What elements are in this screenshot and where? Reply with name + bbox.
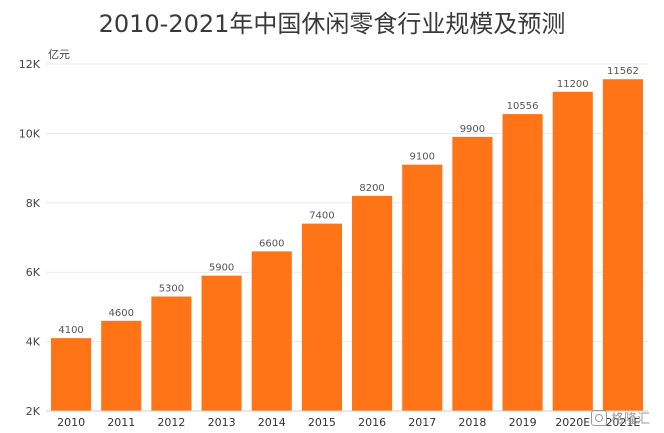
x-tick-label: 2021E — [605, 416, 640, 429]
data-label: 11562 — [607, 66, 639, 77]
bar-2014 — [251, 251, 292, 411]
x-tick-label: 2016 — [358, 416, 386, 429]
x-tick-label: 2020E — [555, 416, 590, 429]
bar-2020E — [552, 91, 593, 411]
data-label: 9900 — [460, 124, 485, 135]
bar-2010 — [51, 338, 92, 411]
bar-2011 — [101, 320, 142, 411]
logo-icon — [590, 409, 607, 426]
axes: 亿元 2K 4K 6K 8K 10K 12K 2010 2011 2012 2013 2014 2015… — [19, 48, 648, 429]
x-tick-label: 2010 — [57, 416, 85, 429]
bar-2018 — [452, 136, 493, 411]
x-tick-label: 2017 — [408, 416, 436, 429]
data-label: 10556 — [507, 101, 539, 112]
y-axis-unit: 亿元 — [48, 48, 70, 61]
gridlines — [46, 63, 648, 343]
x-tick-label: 2013 — [208, 416, 236, 429]
bar-2017 — [402, 164, 443, 411]
x-tick-label: 2011 — [107, 416, 135, 429]
x-tick-label: 2014 — [258, 416, 286, 429]
bar-2013 — [201, 275, 242, 411]
y-tick-label: 4K — [26, 336, 41, 349]
bar-2015 — [301, 223, 342, 411]
x-tick-label: 2018 — [458, 416, 486, 429]
y-tick-label: 2K — [26, 405, 41, 418]
y-tick-label: 12K — [19, 58, 41, 71]
data-label: 4100 — [58, 325, 83, 336]
y-tick-label: 8K — [26, 197, 41, 210]
data-label: 7400 — [309, 211, 334, 222]
bar-2012 — [151, 296, 192, 411]
data-label: 4600 — [109, 308, 134, 319]
data-label: 5900 — [209, 263, 234, 274]
y-tick-label: 10K — [19, 127, 41, 140]
data-label: 5300 — [159, 283, 184, 294]
data-label: 11200 — [557, 79, 589, 90]
y-tick-label: 6K — [26, 266, 41, 279]
x-tick-label: 2019 — [509, 416, 537, 429]
bar-2021E — [602, 79, 643, 411]
bar-2016 — [352, 195, 393, 411]
bar-2019 — [502, 114, 543, 411]
chart-title: 2010-2021年中国休闲零食行业规模及预测 — [98, 10, 566, 38]
watermark: 格隆汇 — [590, 408, 650, 427]
data-label: 9100 — [410, 152, 435, 163]
data-labels: 4100 4600 5300 5900 6600 7400 8200 9100 9900 1055… — [58, 66, 638, 336]
x-tick-label: 2012 — [157, 416, 185, 429]
data-label: 6600 — [259, 238, 284, 249]
watermark-text: 格隆汇 — [610, 412, 650, 427]
bars — [51, 79, 643, 411]
x-tick-label: 2015 — [308, 416, 336, 429]
data-label: 8200 — [359, 183, 384, 194]
